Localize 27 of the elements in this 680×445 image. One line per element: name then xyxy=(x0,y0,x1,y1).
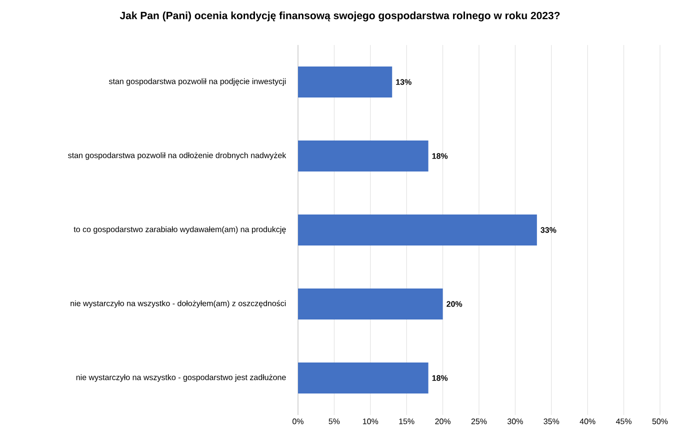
data-label: 20% xyxy=(446,301,462,307)
y-tick-label: nie wystarczyło na wszystko - gospodarstwo jest zadłużone xyxy=(76,374,286,382)
x-tick-label: 35% xyxy=(544,418,560,424)
x-tick-label: 20% xyxy=(435,418,451,424)
x-tick-label: 45% xyxy=(616,418,632,424)
y-tick-label: stan gospodarstwa pozwolił na podjęcie inwestycji xyxy=(108,78,286,86)
bar xyxy=(298,288,443,320)
data-label: 18% xyxy=(432,153,448,159)
y-tick-label: stan gospodarstwa pozwolił na odłożenie drobnych nadwyżek xyxy=(68,152,286,160)
chart-title: Jak Pan (Pani) ocenia kondycję finansową swojego gospodarstwa rolnego w roku 2023? xyxy=(120,12,560,22)
y-tick-label: to co gospodarstwo zarabiało wydawałem(am) na produkcję xyxy=(74,226,286,234)
bar xyxy=(298,66,392,98)
data-label: 13% xyxy=(396,79,412,85)
x-tick-label: 40% xyxy=(580,418,596,424)
x-tick-label: 10% xyxy=(363,418,378,424)
data-label: 33% xyxy=(540,227,556,233)
x-tick-label: 0% xyxy=(292,418,304,424)
data-label: 18% xyxy=(432,375,448,381)
bar xyxy=(298,214,537,246)
x-tick-label: 30% xyxy=(507,418,523,424)
bar xyxy=(298,140,428,172)
x-tick-label: 15% xyxy=(399,418,414,424)
bar xyxy=(298,362,428,394)
x-tick-label: 25% xyxy=(471,418,487,424)
x-tick-label: 5% xyxy=(328,418,340,424)
y-tick-label: nie wystarczyło na wszystko - dołożyłem(am) z oszczędności xyxy=(70,300,286,308)
x-tick-label: 50% xyxy=(652,418,668,424)
